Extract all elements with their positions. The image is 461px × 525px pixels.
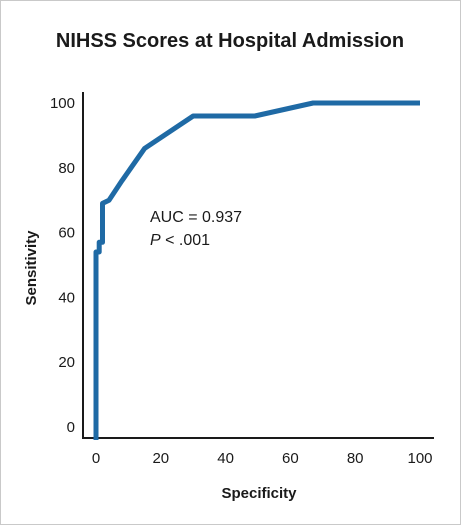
chart-title: NIHSS Scores at Hospital Admission xyxy=(56,30,404,52)
y-tick-label: 20 xyxy=(58,354,75,371)
p-value-text: < .001 xyxy=(161,232,210,249)
y-tick-label: 100 xyxy=(50,95,75,112)
x-tick-labels: 0 20 40 60 80 100 xyxy=(92,450,433,467)
y-tick-labels: 0 20 40 60 80 100 xyxy=(50,95,75,436)
p-symbol: P xyxy=(150,232,161,249)
auc-annotation: AUC = 0.937 xyxy=(150,209,242,226)
x-tick-label: 40 xyxy=(217,450,234,467)
y-axis-label: Sensitivity xyxy=(23,230,40,306)
x-tick-label: 60 xyxy=(282,450,299,467)
y-tick-label: 0 xyxy=(67,419,75,436)
x-tick-label: 0 xyxy=(92,450,100,467)
p-value-annotation: P < .001 xyxy=(150,232,210,249)
roc-curve-line xyxy=(93,100,420,440)
x-tick-label: 100 xyxy=(407,450,432,467)
y-tick-label: 40 xyxy=(58,289,75,306)
x-tick-label: 80 xyxy=(347,450,364,467)
y-tick-label: 80 xyxy=(58,160,75,177)
x-axis-label: Specificity xyxy=(221,485,297,502)
y-tick-label: 60 xyxy=(58,225,75,242)
x-tick-label: 20 xyxy=(152,450,169,467)
